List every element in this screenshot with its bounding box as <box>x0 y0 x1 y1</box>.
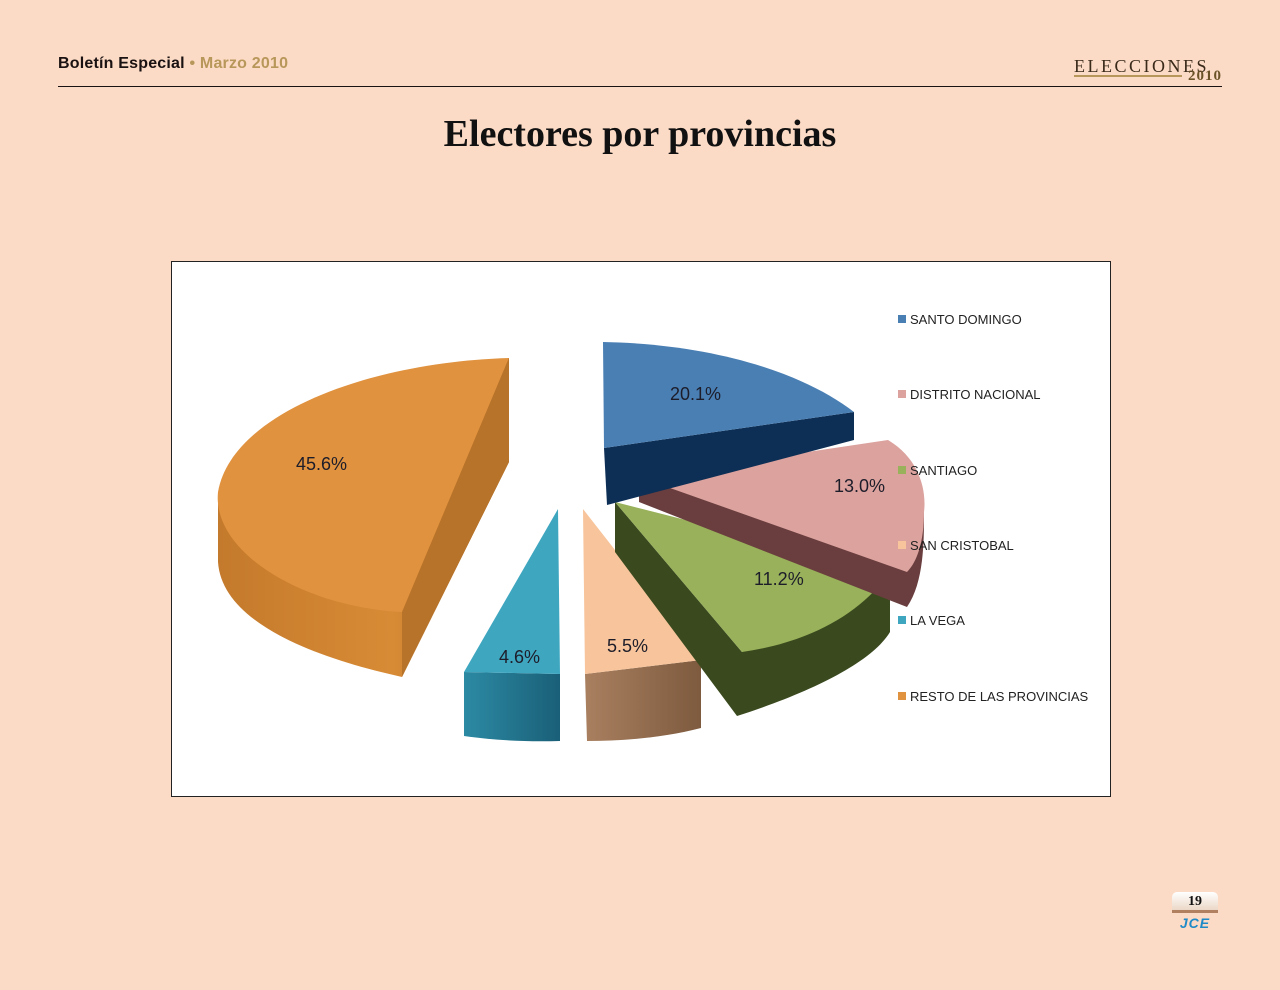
header-divider <box>58 86 1222 87</box>
data-label-san-cristobal: 5.5% <box>607 636 649 656</box>
pie-chart-graphic <box>217 342 925 742</box>
publication-header: Boletín Especial • Marzo 2010 <box>58 55 288 73</box>
legend-swatch <box>898 466 906 474</box>
slice-santo-domingo <box>603 342 854 505</box>
legend-swatch <box>898 616 906 624</box>
legend-swatch <box>898 541 906 549</box>
slice-santiago <box>615 502 890 716</box>
legend-item-san-cristobal: SAN CRISTOBAL <box>898 538 1014 553</box>
legend-item-santiago: SANTIAGO <box>898 463 977 478</box>
publication-name: Boletín Especial <box>58 55 185 72</box>
legend-item-santo-domingo: SANTO DOMINGO <box>898 312 1022 327</box>
data-label-distrito-nacional: 13.0% <box>834 476 886 496</box>
legend-item-distrito-nacional: DISTRITO NACIONAL <box>898 387 1041 402</box>
page-number: 19 <box>1188 894 1202 909</box>
data-label-la-vega: 4.6% <box>499 647 541 667</box>
pie-chart: 20.1% 13.0% 11.2% 5.5% 4.6% 45.6% SANTO … <box>171 261 1111 797</box>
page-title: Electores por provincias <box>443 113 837 155</box>
brand-underline <box>1074 75 1182 77</box>
badge-top <box>1172 892 1218 912</box>
data-label-santiago: 11.2% <box>754 569 804 589</box>
elecciones-logo: ELECCIONES 2010 <box>1074 56 1222 86</box>
header-separator: • <box>189 55 196 72</box>
slice-san-cristobal <box>583 509 701 741</box>
data-label-santo-domingo: 20.1% <box>670 384 722 404</box>
brand-line2: 2010 <box>1188 68 1222 84</box>
legend-item-resto: RESTO DE LAS PROVINCIAS <box>898 689 1088 704</box>
legend-swatch <box>898 390 906 398</box>
page-number-badge: 19 JCE <box>1172 892 1218 932</box>
data-label-resto: 45.6% <box>296 454 348 474</box>
slice-la-vega <box>464 509 560 742</box>
legend-swatch <box>898 315 906 323</box>
jce-logo: JCE <box>1179 915 1211 931</box>
brand-line1: ELECCIONES <box>1074 56 1209 76</box>
publication-date: Marzo 2010 <box>199 55 289 72</box>
legend-swatch <box>898 692 906 700</box>
legend-item-la-vega: LA VEGA <box>898 613 965 628</box>
slice-resto <box>217 358 509 677</box>
badge-bar <box>1172 910 1218 913</box>
